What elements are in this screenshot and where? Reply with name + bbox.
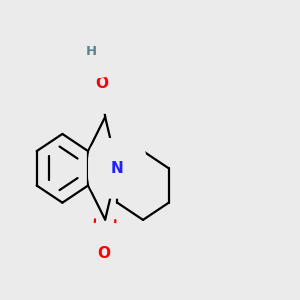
Text: O: O [98, 246, 110, 261]
Text: N: N [111, 161, 124, 176]
Text: H: H [86, 45, 97, 58]
Text: O: O [95, 76, 108, 91]
